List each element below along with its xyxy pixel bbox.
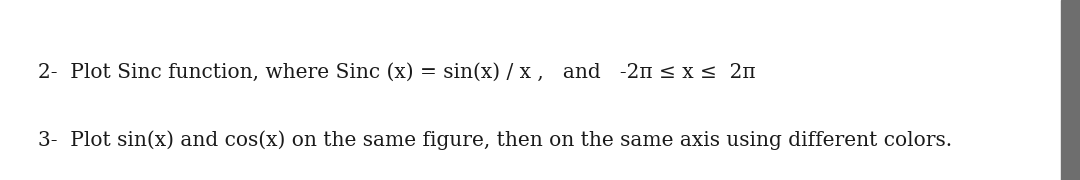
- Bar: [1061, 0, 1080, 180]
- Text: 3-  Plot sin(x) and cos(x) on the same figure, then on the same axis using diffe: 3- Plot sin(x) and cos(x) on the same fi…: [38, 130, 951, 150]
- Text: 2-  Plot Sinc function, where Sinc (x) = sin(x) / x ,   and   -2π ≤ x ≤  2π: 2- Plot Sinc function, where Sinc (x) = …: [38, 62, 755, 82]
